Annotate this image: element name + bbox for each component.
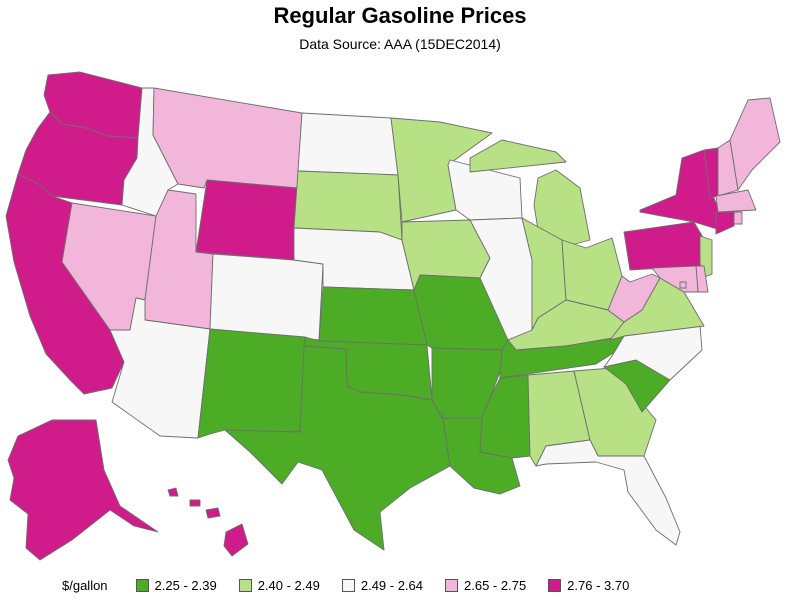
state-wv <box>607 273 661 323</box>
state-nd <box>297 112 399 176</box>
legend-swatch <box>341 578 355 592</box>
state-co <box>209 253 324 341</box>
legend-title: $/gallon <box>62 577 108 593</box>
state-me <box>729 97 781 191</box>
legend-label: 2.25 - 2.39 <box>154 577 217 593</box>
state-fl <box>535 439 681 546</box>
state-pa <box>623 221 709 271</box>
map-subtitle: Data Source: AAA (15DEC2014) <box>299 36 501 52</box>
state-md <box>651 265 699 293</box>
state-ms <box>479 374 531 459</box>
state-wy <box>195 179 298 261</box>
state-ks <box>318 286 428 346</box>
state-ct <box>715 211 735 235</box>
state-nc <box>603 325 703 381</box>
legend-item-c4: 2.65 - 2.75 <box>445 578 526 593</box>
legend-item-c5: 2.76 - 3.70 <box>548 578 629 593</box>
legend-label: 2.76 - 3.70 <box>567 577 630 593</box>
state-ri <box>733 211 743 225</box>
legend-label: 2.40 - 2.49 <box>257 577 320 593</box>
legend: $/gallon 2.25 - 2.39 2.40 - 2.49 2.49 - … <box>62 576 651 594</box>
map-title: Regular Gasoline Prices <box>273 3 527 28</box>
legend-label: 2.65 - 2.75 <box>464 577 527 593</box>
state-ma <box>715 189 757 213</box>
legend-swatch <box>548 578 562 592</box>
legend-swatch <box>135 578 149 592</box>
legend-item-c1: 2.25 - 2.39 <box>135 577 217 593</box>
state-hi <box>167 487 249 557</box>
state-ak <box>7 419 159 561</box>
state-dc <box>679 281 687 289</box>
state-mt <box>152 87 303 189</box>
state-ca <box>5 173 125 395</box>
state-tn <box>499 335 625 379</box>
legend-label: 2.49 - 2.64 <box>360 577 424 593</box>
state-tx <box>224 345 451 551</box>
legend-swatch <box>238 578 252 592</box>
legend-item-c3: 2.49 - 2.64 <box>341 577 424 593</box>
legend-swatch <box>445 578 459 592</box>
state-nm <box>197 328 306 439</box>
legend-item-c2: 2.40 - 2.49 <box>238 577 320 593</box>
